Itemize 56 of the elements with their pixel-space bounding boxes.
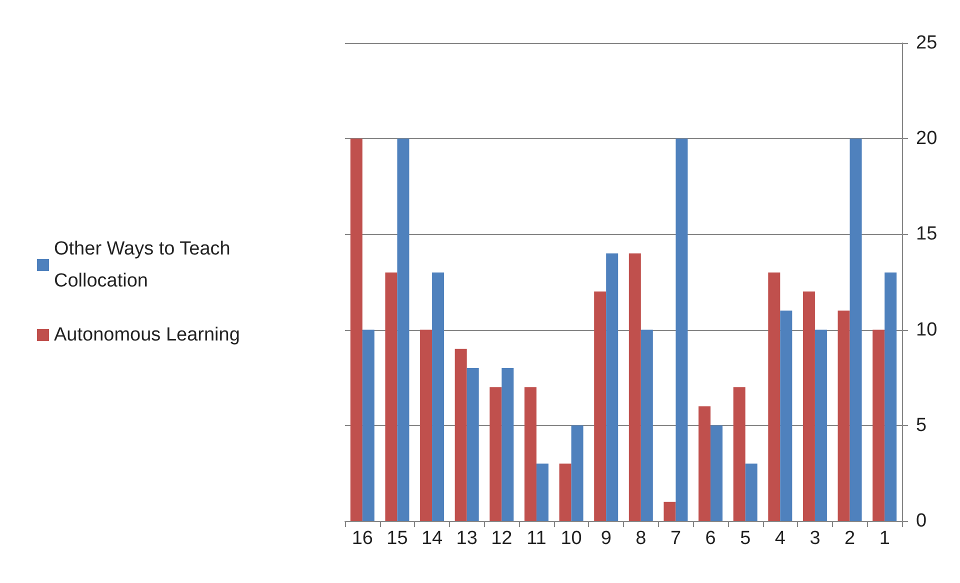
bar [420,330,432,521]
bar [362,330,374,521]
bar [571,425,584,521]
bar [676,138,688,521]
y-tick-label: 20 [916,128,938,150]
bar [490,387,502,521]
x-tick-label: 6 [705,528,716,549]
bar [454,348,467,521]
bar [838,310,850,521]
x-tick-label: 1 [879,528,890,549]
bar [640,330,653,521]
bar [884,272,897,521]
bar [664,502,676,521]
x-tick-label: 4 [774,528,786,549]
bar [536,464,548,521]
x-tick-label: 2 [844,528,856,549]
bar [466,368,479,521]
x-tick-label: 14 [421,528,444,549]
y-tick-label: 5 [916,414,927,436]
bar [768,272,780,521]
x-tick-label: 3 [810,528,820,549]
y-tick-label: 10 [916,319,938,340]
bar [397,138,410,521]
x-tick-label: 16 [352,528,373,549]
x-tick-label: 5 [740,528,751,549]
bar [385,272,398,521]
bar [698,406,711,521]
x-tick-label: 9 [600,528,612,549]
legend-label: Other Ways to Teach Collocation [54,238,236,292]
bar [733,387,746,521]
bar [872,330,885,521]
y-tick-label: 15 [916,224,938,245]
x-tick-label: 12 [491,528,512,549]
bar [628,253,641,521]
bar [802,292,815,521]
bar [606,253,618,521]
x-tick-label: 7 [670,528,682,549]
bar [432,272,444,521]
bar [594,292,606,521]
bar [745,464,758,521]
bar [850,138,862,521]
y-tick-label: 25 [916,32,938,54]
legend-label: Autonomous Learning [54,324,240,346]
x-tick-label: 15 [386,528,408,549]
x-tick-label: 8 [636,528,646,549]
x-tick-label: 13 [456,528,478,549]
bar [814,330,827,521]
x-tick-label: 10 [560,528,582,549]
y-tick-label: 0 [916,510,927,532]
bar [559,464,572,521]
bar [502,368,514,521]
bar [710,425,723,521]
bar [524,387,536,521]
x-tick-label: 11 [526,528,546,549]
bar [350,138,362,521]
bar [780,310,792,521]
